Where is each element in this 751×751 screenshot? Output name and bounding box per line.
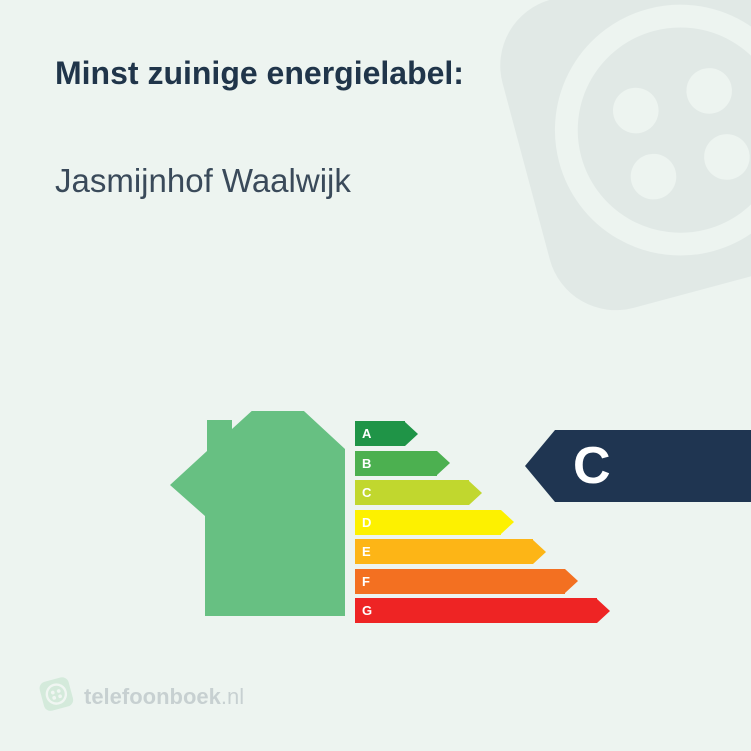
bar-body — [355, 510, 501, 535]
bar: E — [355, 539, 546, 564]
bar-body — [355, 480, 469, 505]
bar-label: E — [362, 544, 371, 559]
badge-arrow — [525, 430, 555, 502]
bar-body — [355, 598, 597, 623]
badge-letter: C — [573, 436, 611, 496]
bar: A — [355, 421, 418, 446]
footer-brand-bold: telefoonboek — [84, 684, 221, 709]
page-title: Minst zuinige energielabel: — [55, 55, 696, 92]
bar-arrow — [565, 569, 578, 593]
house-icon — [170, 411, 345, 621]
energy-label-chart: ABCDEFG C — [170, 375, 751, 655]
bar: C — [355, 480, 482, 505]
bar-body — [355, 569, 565, 594]
energy-bar-e: E — [355, 537, 610, 567]
bar: F — [355, 569, 578, 594]
bar-arrow — [405, 422, 418, 446]
bar-arrow — [533, 540, 546, 564]
footer-brand: telefoonboek.nl — [84, 684, 244, 710]
bar-label: B — [362, 456, 371, 471]
bar: B — [355, 451, 450, 476]
energy-bar-d: D — [355, 508, 610, 538]
content-area: Minst zuinige energielabel: Jasmijnhof W… — [0, 0, 751, 200]
footer-logo-icon — [36, 673, 79, 719]
bar-body — [355, 539, 533, 564]
bar-label: G — [362, 603, 372, 618]
bar-arrow — [501, 510, 514, 534]
bar-arrow — [597, 599, 610, 623]
bar: D — [355, 510, 514, 535]
rating-badge: C — [525, 430, 751, 502]
location-name: Jasmijnhof Waalwijk — [55, 162, 696, 200]
bar-label: A — [362, 426, 371, 441]
bar-label: D — [362, 515, 371, 530]
energy-bar-f: F — [355, 567, 610, 597]
bar-label: F — [362, 574, 370, 589]
bar-arrow — [437, 451, 450, 475]
footer-brand-tld: .nl — [221, 684, 244, 709]
badge-body: C — [555, 430, 751, 502]
footer: telefoonboek.nl — [40, 677, 244, 716]
energy-bar-g: G — [355, 596, 610, 626]
bar: G — [355, 598, 610, 623]
bar-arrow — [469, 481, 482, 505]
bar-label: C — [362, 485, 371, 500]
